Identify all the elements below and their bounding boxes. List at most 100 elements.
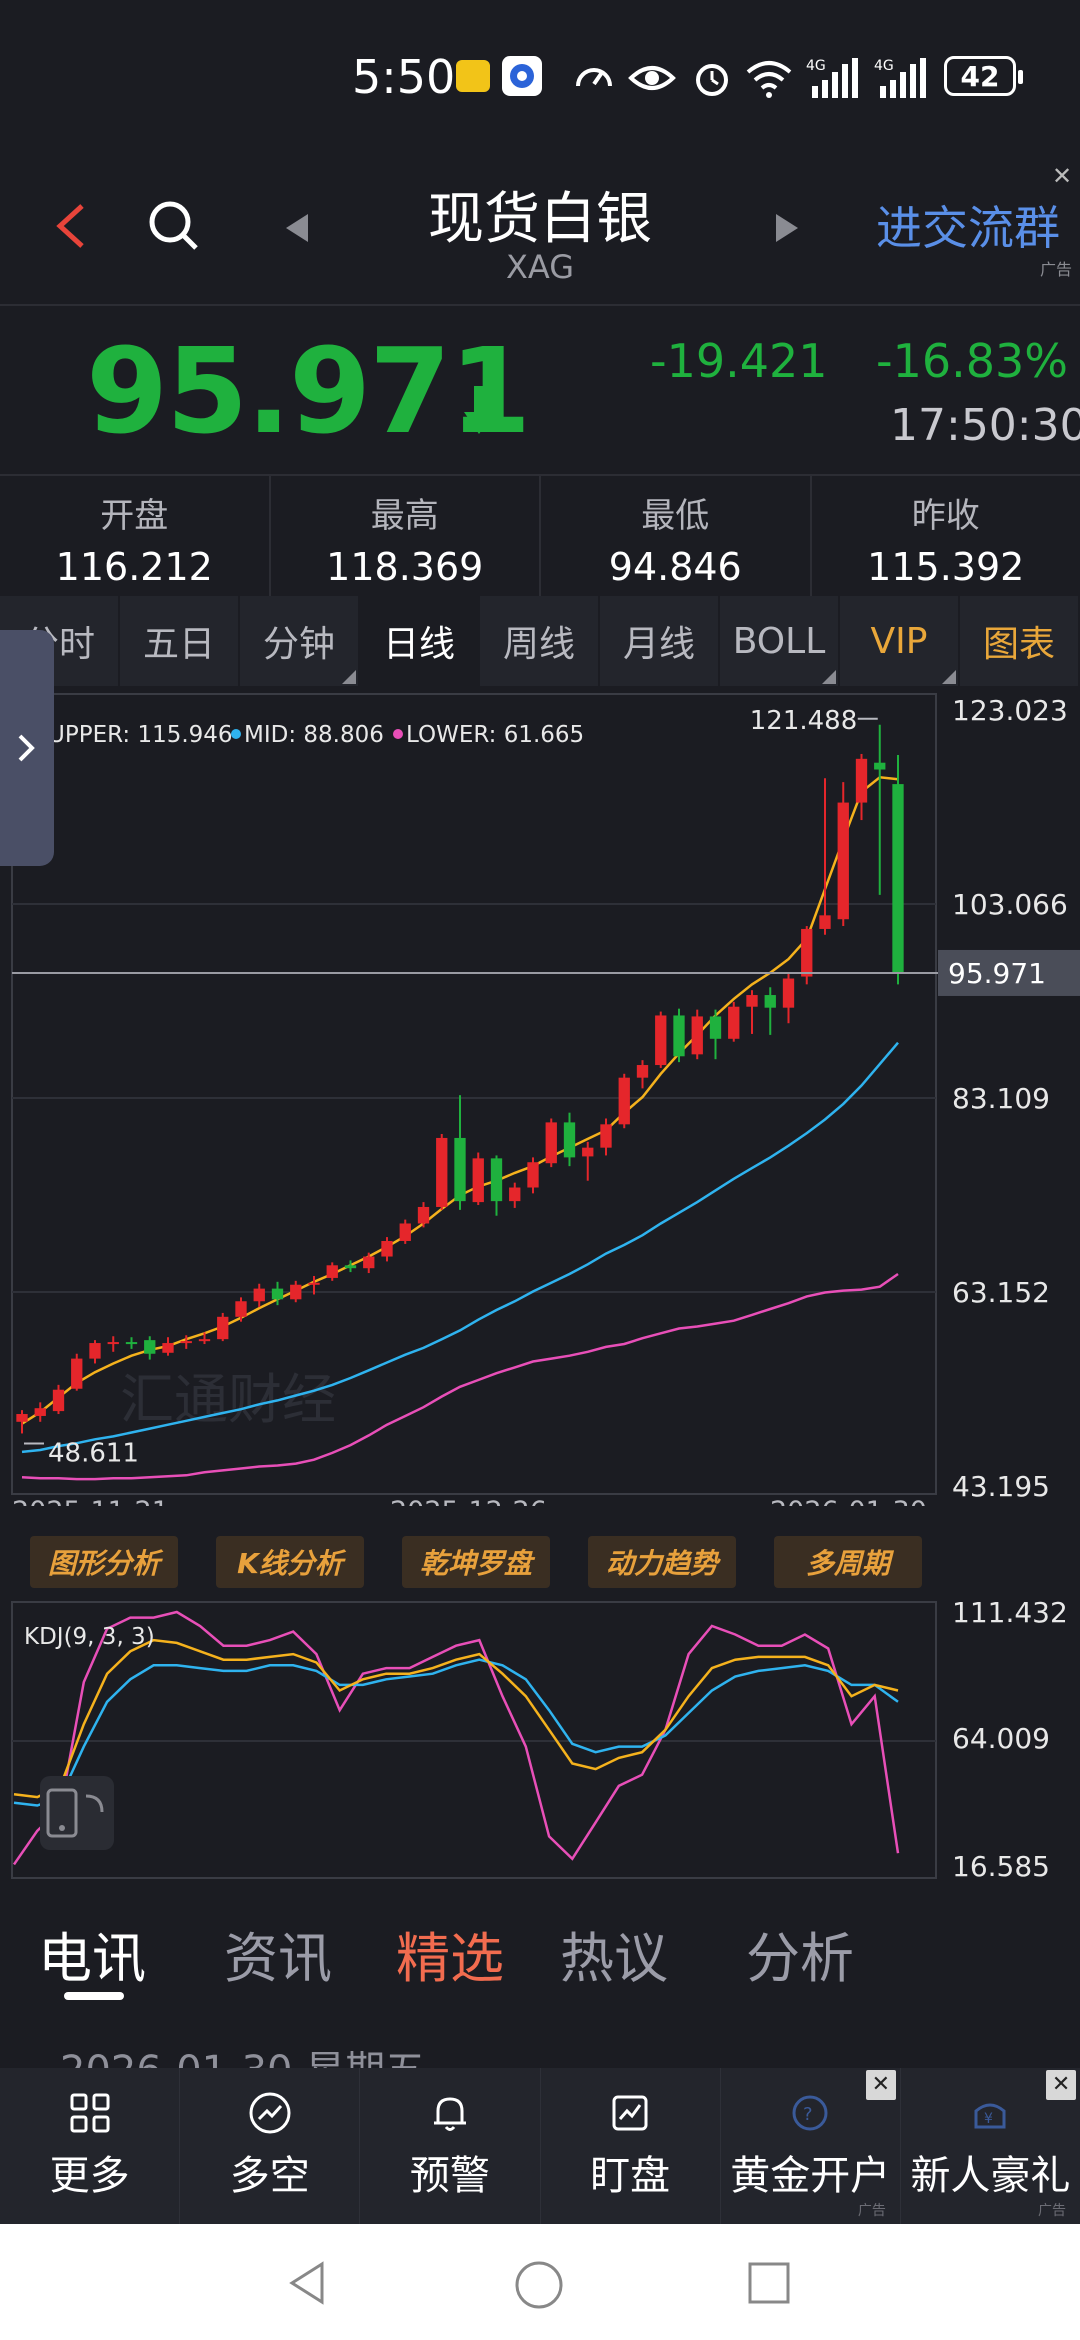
kdj-k-line xyxy=(13,1638,899,1799)
tab-minute[interactable]: 分钟 xyxy=(240,596,360,686)
current-price-tag: 95.971 xyxy=(948,957,1046,990)
tab-five-day[interactable]: 五日 xyxy=(120,596,240,686)
nav-home-icon[interactable] xyxy=(514,2260,564,2310)
kdj-label: KDJ(9, 3, 3) xyxy=(24,1624,155,1650)
mail-notification-icon xyxy=(456,60,490,92)
candle-body xyxy=(326,1265,338,1278)
high-label: 121.488 xyxy=(750,706,858,736)
candle-body xyxy=(217,1316,229,1340)
candle-body xyxy=(162,1343,174,1353)
chart-frame xyxy=(11,693,937,1495)
candle-body xyxy=(52,1389,65,1412)
candle-body xyxy=(472,1158,484,1203)
candle-body xyxy=(271,1288,284,1300)
candle-body xyxy=(253,1288,265,1302)
toolbar-label: 盯盘 xyxy=(590,2153,671,2199)
candle-body xyxy=(837,802,849,920)
toolbar-label: 多空 xyxy=(229,2153,310,2199)
next-instrument-button[interactable] xyxy=(772,208,802,248)
join-group-ad-link[interactable]: 进交流群 xyxy=(876,201,1060,255)
svg-text:¥: ¥ xyxy=(984,2111,993,2127)
news-tab-news[interactable]: 资讯 xyxy=(224,1927,332,1990)
phone-rotate-icon xyxy=(46,1788,78,1838)
bell-icon xyxy=(433,2097,466,2131)
newbie-gift-ad[interactable]: ¥ 新人豪礼 ✕ 广告 xyxy=(901,2068,1080,2224)
signal-icon-1: 4G xyxy=(806,56,864,100)
ad-close-button[interactable]: ✕ xyxy=(1046,2070,1077,2100)
tab-chart-settings[interactable]: 图表 xyxy=(960,596,1080,686)
candle-body xyxy=(691,1016,703,1055)
kdj-y-tick: 16.585 xyxy=(952,1850,1050,1880)
candle-body xyxy=(198,1339,211,1342)
side-drawer-handle[interactable] xyxy=(0,630,54,866)
momentum-button[interactable]: 动力趋势 xyxy=(588,1536,736,1588)
candles xyxy=(16,717,904,1445)
news-tab-featured[interactable]: 精选 xyxy=(396,1927,504,1990)
candle-body xyxy=(545,1122,557,1164)
candle-body xyxy=(144,1340,156,1354)
news-tab-analysis[interactable]: 分析 xyxy=(746,1927,854,1990)
news-tab-hot[interactable]: 热议 xyxy=(560,1927,668,1990)
compass-button[interactable]: 乾坤罗盘 xyxy=(402,1536,550,1588)
nav-recents-icon[interactable] xyxy=(746,2260,792,2306)
kline-analysis-button[interactable]: K线分析 xyxy=(216,1536,364,1588)
candle-body xyxy=(527,1162,539,1188)
long-short-button[interactable]: 多空 xyxy=(180,2068,361,2224)
stat-label: 最高 xyxy=(370,496,439,536)
tab-weekly[interactable]: 周线 xyxy=(480,596,600,686)
candle-body xyxy=(363,1256,375,1269)
candle-body xyxy=(655,1015,667,1066)
wifi-icon xyxy=(744,56,794,100)
tab-vip[interactable]: VIP xyxy=(840,596,960,686)
stat-value: 115.392 xyxy=(867,545,1025,589)
news-tab-flash[interactable]: 电讯 xyxy=(38,1927,146,1990)
toolbar-label: 黄金开户 xyxy=(730,2153,891,2199)
system-nav-bar xyxy=(0,2224,1080,2340)
gold-account-ad[interactable]: ? 黄金开户 ✕ 广告 xyxy=(721,2068,901,2224)
candle-body xyxy=(290,1284,302,1300)
search-button[interactable] xyxy=(142,194,206,258)
speed-icon xyxy=(572,56,616,100)
kdj-d-line xyxy=(13,1658,899,1807)
eye-icon xyxy=(628,56,676,100)
status-time: 5:50 xyxy=(352,50,456,104)
candle-body xyxy=(874,762,886,770)
pattern-analysis-button[interactable]: 图形分析 xyxy=(30,1536,178,1588)
low-label: 48.611 xyxy=(48,1438,139,1468)
legend-mid-dot xyxy=(231,729,241,739)
kdj-chart[interactable]: KDJ(9, 3, 3) 111.432 64.009 16.585 xyxy=(0,1600,1080,1880)
tab-monthly[interactable]: 月线 xyxy=(600,596,720,686)
quote-time: 17:50:30 xyxy=(890,400,1080,451)
chart-watermark: 汇通财经 xyxy=(120,1368,336,1431)
x-tick: 2025-11-21 xyxy=(12,1496,169,1506)
candle-body xyxy=(728,1006,740,1039)
alert-button[interactable]: 预警 xyxy=(360,2068,541,2224)
more-button[interactable]: 更多 xyxy=(0,2068,181,2224)
back-arrow-icon xyxy=(56,204,84,248)
triangle-left-icon xyxy=(286,214,308,242)
nav-back-icon[interactable] xyxy=(284,2260,330,2306)
rotate-screen-button[interactable] xyxy=(40,1776,114,1850)
y-tick: 123.023 xyxy=(952,694,1068,727)
candlestick-chart[interactable]: 汇通财经 95.971 123.023 103.066 83.109 63.152 43… xyxy=(0,686,1080,1506)
prev-instrument-button[interactable] xyxy=(282,208,312,248)
candle-body xyxy=(125,1342,138,1345)
legend-upper: UPPER: 115.946 xyxy=(48,722,233,748)
multi-period-button[interactable]: 多周期 xyxy=(774,1536,922,1588)
candle-body xyxy=(399,1223,411,1241)
ad-close-button[interactable]: ✕ xyxy=(1051,162,1073,190)
watch-button[interactable]: 盯盘 xyxy=(541,2068,721,2224)
x-tick: 2026-01-30 xyxy=(770,1496,927,1506)
ad-close-button[interactable]: ✕ xyxy=(865,2070,896,2100)
kdj-lines xyxy=(12,1610,936,1866)
instrument-symbol: XAG xyxy=(505,248,575,286)
ad-tag: 广告 xyxy=(1038,2203,1067,2219)
analysis-buttons: 图形分析 K线分析 乾坤罗盘 动力趋势 多周期 xyxy=(0,1536,1080,1596)
alarm-icon xyxy=(690,56,734,100)
back-button[interactable] xyxy=(42,196,102,256)
candle-body xyxy=(855,758,868,803)
tab-daily[interactable]: 日线 xyxy=(360,596,480,686)
svg-text:?: ? xyxy=(803,2104,813,2125)
gold-icon: ? xyxy=(792,2095,828,2131)
tab-boll[interactable]: BOLL xyxy=(720,596,840,686)
